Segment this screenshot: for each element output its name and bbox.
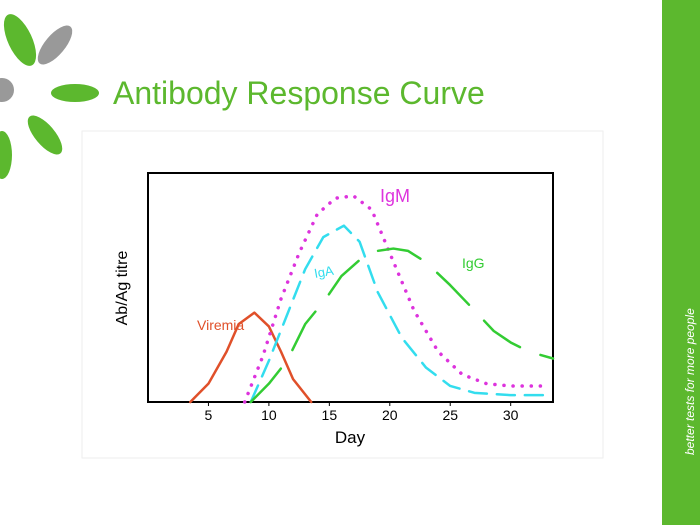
x-tick-label: 15	[322, 407, 338, 423]
x-tick-label: 30	[503, 407, 519, 423]
series-label: IgG	[462, 255, 485, 271]
slide-title: Antibody Response Curve	[113, 75, 485, 111]
series-line	[242, 194, 549, 404]
chart-panel	[81, 130, 604, 459]
y-axis-label: Ab/Ag titre	[114, 251, 131, 326]
leaf	[0, 78, 14, 102]
series-line	[249, 224, 545, 404]
leaf	[27, 115, 63, 155]
series-label: IgA	[313, 263, 335, 281]
leaf	[3, 14, 37, 66]
leaf	[0, 131, 12, 179]
series-line	[249, 247, 555, 404]
plot-frame	[147, 172, 554, 403]
tagline: better tests for more people	[683, 308, 697, 455]
x-tick-label: 25	[442, 407, 458, 423]
leaf	[51, 84, 99, 102]
series-label: Viremia	[197, 317, 244, 333]
x-tick-label: 10	[261, 407, 277, 423]
leaf	[37, 25, 73, 65]
x-tick-label: 5	[205, 407, 213, 423]
series-label: IgM	[380, 186, 410, 206]
x-tick-label: 20	[382, 407, 398, 423]
series-line	[189, 311, 313, 404]
x-axis-label: Day	[335, 428, 366, 447]
side-bar	[662, 0, 700, 525]
